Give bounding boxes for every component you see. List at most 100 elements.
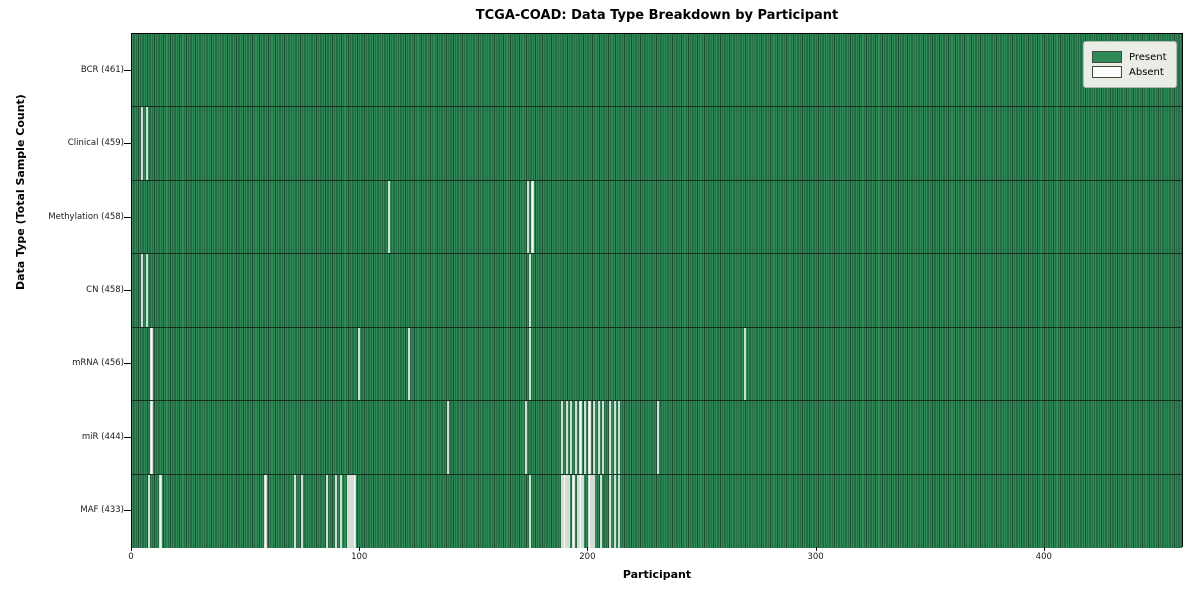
absent-cell — [357, 327, 361, 401]
absent-cell — [348, 474, 352, 548]
absent-cell — [579, 474, 582, 548]
absent-cell — [446, 401, 450, 474]
absent-cell — [529, 327, 532, 401]
absent-cell — [529, 474, 532, 548]
legend-entry-absent: Absent — [1092, 66, 1168, 78]
absent-cell — [574, 401, 577, 474]
absent-cell — [150, 401, 153, 474]
x-tick-mark — [587, 547, 589, 551]
y-tick-label: CN (458) — [86, 285, 124, 295]
absent-cell — [588, 474, 591, 548]
absent-cell — [618, 401, 621, 474]
x-tick-label: 300 — [807, 552, 824, 562]
absent-cell — [325, 474, 329, 548]
x-tick-mark — [359, 547, 361, 551]
present-swatch-icon — [1092, 51, 1122, 63]
absent-cell — [300, 474, 304, 548]
absent-cell — [561, 474, 564, 548]
y-tick-mark — [124, 216, 131, 218]
absent-cell — [588, 401, 591, 474]
x-tick-label: 200 — [579, 552, 596, 562]
absent-cell — [613, 474, 616, 548]
absent-cell — [408, 327, 411, 401]
y-tick-label: BCR (461) — [80, 64, 124, 75]
absent-cell — [618, 474, 621, 548]
heatmap-row-maf — [132, 474, 1182, 548]
absent-cell — [346, 474, 349, 548]
y-tick-mark — [124, 436, 131, 438]
x-tick-mark — [815, 547, 817, 551]
y-tick-label: miR (444) — [81, 431, 124, 442]
absent-cell — [561, 401, 564, 474]
heatmap-row-cn — [132, 254, 1182, 328]
x-axis-label: Participant — [622, 568, 692, 581]
legend-label: Absent — [1129, 66, 1164, 78]
absent-cell — [563, 474, 566, 548]
absent-cell — [570, 401, 573, 474]
absent-cell — [583, 401, 587, 474]
absent-swatch-icon — [1092, 66, 1122, 78]
absent-cell — [576, 474, 580, 548]
plot-area — [131, 33, 1183, 548]
absent-cell — [353, 474, 356, 548]
absent-cell — [597, 401, 600, 474]
absent-cell — [572, 474, 575, 548]
absent-cell — [339, 474, 342, 548]
absent-cell — [656, 401, 660, 474]
x-tick-mark — [1043, 547, 1045, 551]
absent-cell — [351, 474, 354, 548]
y-tick-mark — [124, 69, 131, 71]
y-tick-label: Clinical (459) — [67, 138, 124, 149]
absent-cell — [590, 474, 593, 548]
legend-label: Present — [1129, 51, 1167, 63]
x-tick-label: 100 — [351, 552, 368, 562]
y-tick-mark — [124, 363, 131, 365]
absent-cell — [567, 474, 571, 548]
chart-title: TCGA-COAD: Data Type Breakdown by Partic… — [475, 8, 839, 23]
absent-cell — [264, 474, 267, 548]
heatmap-row-mir — [132, 401, 1182, 475]
absent-cell — [608, 401, 612, 474]
absent-cell — [141, 107, 144, 180]
x-tick-label: 400 — [1035, 552, 1052, 562]
y-tick-mark — [124, 143, 131, 145]
absent-cell — [608, 474, 612, 548]
heatmap-row-methylation — [132, 180, 1182, 255]
heatmap-row-mrna — [132, 327, 1182, 402]
absent-cell — [526, 180, 530, 254]
absent-cell — [141, 254, 144, 327]
absent-cell — [524, 401, 527, 474]
absent-cell — [743, 327, 746, 401]
y-tick-label: Methylation (458) — [48, 211, 124, 222]
absent-cell — [581, 474, 584, 548]
absent-cell — [531, 180, 534, 254]
heatmap-row-clinical — [132, 107, 1182, 181]
absent-cell — [599, 474, 603, 548]
absent-cell — [145, 107, 148, 180]
y-tick-mark — [124, 290, 131, 291]
y-tick-mark — [124, 510, 131, 512]
y-tick-label: MAF (433) — [80, 505, 124, 516]
absent-cell — [147, 474, 151, 548]
absent-cell — [145, 254, 148, 327]
absent-cell — [579, 401, 582, 474]
absent-cell — [159, 474, 162, 548]
legend-entry-present: Present — [1092, 51, 1168, 63]
absent-cell — [294, 474, 297, 548]
x-tick-label: 0 — [128, 552, 134, 562]
x-tick-mark — [131, 547, 132, 551]
absent-cell — [335, 474, 338, 548]
absent-cell — [613, 401, 616, 474]
legend: Present Absent — [1083, 41, 1177, 88]
absent-cell — [387, 180, 390, 254]
heatmap-row-bcr — [132, 34, 1182, 108]
absent-cell — [592, 474, 596, 548]
y-tick-label: mRNA (456) — [72, 358, 124, 369]
absent-cell — [592, 401, 596, 474]
absent-cell — [602, 401, 605, 474]
absent-cell — [150, 327, 153, 401]
absent-cell — [529, 254, 532, 327]
absent-cell — [565, 474, 568, 548]
absent-cell — [565, 401, 568, 474]
